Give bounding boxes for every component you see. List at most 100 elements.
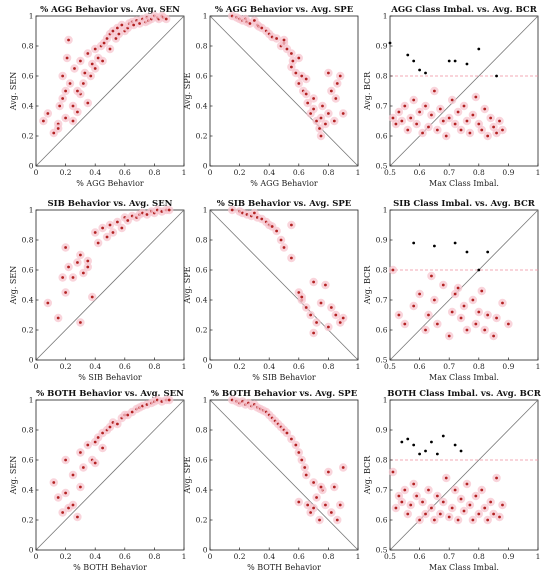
data-point — [71, 276, 75, 279]
data-point — [71, 104, 75, 108]
x-tick-label: 0.4 — [263, 362, 275, 371]
series-1 — [388, 265, 513, 341]
y-axis-label: Avg. BCR — [363, 71, 372, 111]
x-axis-label: Max Class Imbal. — [429, 179, 499, 188]
data-point — [79, 485, 82, 489]
data-point — [319, 485, 323, 489]
data-point — [290, 52, 293, 55]
x-axis-label: % AGG Behavior — [76, 179, 144, 188]
data-point — [61, 97, 65, 100]
data-point — [391, 116, 395, 120]
data-point — [329, 511, 333, 514]
data-point — [435, 452, 439, 456]
x-tick-label: 0 — [34, 362, 39, 371]
data-point — [304, 77, 308, 81]
series-1 — [43, 205, 174, 327]
x-axis-label: % BOTH Behavior — [73, 563, 147, 572]
data-point — [332, 485, 336, 489]
series-1 — [228, 395, 348, 525]
data-point — [294, 71, 298, 75]
x-tick-label: 1 — [182, 168, 187, 177]
data-point — [327, 470, 330, 474]
y-tick-label: 0.9 — [376, 42, 388, 51]
data-point — [421, 500, 424, 504]
data-point — [89, 74, 93, 78]
data-point — [480, 488, 484, 492]
data-point — [86, 259, 90, 263]
data-point — [335, 518, 339, 522]
data-point — [462, 304, 466, 308]
data-point — [453, 488, 457, 492]
data-point — [397, 313, 401, 317]
data-point — [145, 213, 149, 216]
data-point — [421, 131, 424, 135]
data-point — [324, 283, 327, 287]
data-point — [453, 241, 457, 245]
data-point — [489, 500, 493, 504]
data-point — [474, 95, 478, 99]
y-axis-label: Avg. SPE — [183, 72, 192, 110]
data-point — [294, 443, 298, 447]
data-point — [71, 503, 75, 507]
data-point — [412, 98, 416, 102]
data-point — [400, 440, 404, 444]
data-point — [67, 506, 70, 510]
data-point — [83, 71, 87, 75]
data-point — [430, 440, 433, 444]
x-axis-label: % AGG Behavior — [250, 179, 318, 188]
data-point — [447, 59, 451, 63]
data-point — [105, 37, 109, 40]
data-point — [483, 506, 487, 510]
data-point — [312, 506, 315, 510]
data-point — [315, 496, 318, 499]
y-tick-label: 0.4 — [22, 296, 34, 305]
series-1 — [39, 11, 171, 138]
data-point — [438, 512, 442, 516]
data-point — [96, 241, 100, 245]
y-tick-label: 0.2 — [22, 132, 34, 141]
y-tick-label: 0.8 — [376, 72, 388, 81]
chart-panel-5: 0 0.2 0.4 0.6 0.8 1 0 0.2 0.4 0.6 0.8 1 % SIB Behavi… — [183, 199, 360, 382]
data-point — [400, 119, 404, 123]
data-point — [329, 89, 333, 93]
data-point — [297, 82, 301, 85]
x-tick-label: 0.2 — [60, 552, 72, 561]
y-tick-label: 0.2 — [22, 326, 34, 335]
data-point — [424, 512, 427, 516]
data-point — [465, 119, 469, 123]
data-point — [52, 481, 56, 484]
data-point — [132, 23, 136, 27]
y-axis-label: Avg. SEN — [9, 72, 18, 112]
data-point — [93, 67, 97, 70]
y-tick-label: 0.2 — [196, 326, 208, 335]
data-point — [167, 398, 171, 402]
data-point — [388, 41, 392, 45]
x-axis-label: Max Class Imbal. — [429, 563, 499, 572]
series-1 — [228, 11, 348, 141]
data-point — [418, 68, 421, 72]
series-1 — [388, 467, 507, 525]
x-tick-label: 0 — [208, 362, 213, 371]
data-point — [483, 328, 487, 332]
data-point — [498, 515, 501, 519]
data-point — [290, 223, 293, 227]
data-point — [309, 511, 313, 514]
x-tick-label: 0.8 — [322, 552, 334, 561]
series-2 — [412, 241, 490, 272]
data-point — [415, 122, 419, 126]
x-tick-label: 0.2 — [234, 362, 246, 371]
data-point — [86, 443, 90, 447]
data-point — [312, 107, 315, 111]
chart-title: % BOTH Behavior vs. Avg. SPE — [211, 389, 358, 399]
data-point — [397, 494, 401, 498]
series-2 — [388, 41, 498, 78]
y-tick-label: 0.6 — [22, 266, 34, 275]
data-point — [453, 122, 457, 126]
data-point — [164, 17, 168, 21]
data-point — [483, 107, 487, 111]
data-point — [111, 231, 115, 234]
data-point — [465, 482, 469, 486]
data-point — [459, 449, 463, 453]
